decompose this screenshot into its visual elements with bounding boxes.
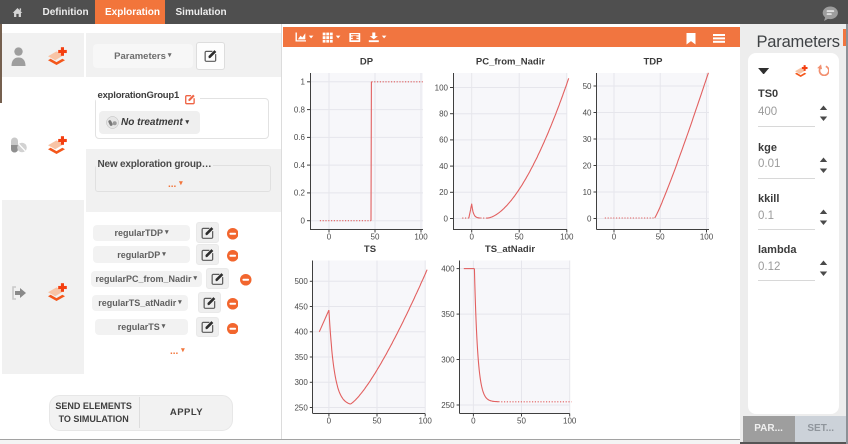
svg-text:0: 0 <box>469 233 474 242</box>
svg-text:300: 300 <box>441 355 455 364</box>
svg-text:300: 300 <box>294 378 308 387</box>
svg-text:0: 0 <box>444 214 449 223</box>
svg-text:0.6: 0.6 <box>294 133 306 142</box>
svg-text:30: 30 <box>583 135 592 144</box>
svg-text:0: 0 <box>301 217 306 226</box>
svg-text:500: 500 <box>294 277 308 286</box>
svg-text:0: 0 <box>327 417 332 426</box>
svg-text:100: 100 <box>414 233 428 242</box>
svg-text:100: 100 <box>563 417 577 426</box>
svg-text:0.8: 0.8 <box>294 105 306 114</box>
svg-text:0: 0 <box>327 233 332 242</box>
svg-text:1: 1 <box>301 78 306 87</box>
svg-text:0.2: 0.2 <box>294 189 306 198</box>
svg-text:350: 350 <box>441 310 455 319</box>
svg-text:50: 50 <box>373 417 382 426</box>
svg-text:40: 40 <box>583 108 592 117</box>
svg-text:20: 20 <box>583 161 592 170</box>
svg-text:100: 100 <box>560 233 574 242</box>
svg-text:0: 0 <box>471 417 476 426</box>
svg-text:50: 50 <box>583 82 592 91</box>
svg-text:250: 250 <box>294 403 308 412</box>
svg-text:50: 50 <box>517 417 526 426</box>
svg-text:PC_from_Nadir: PC_from_Nadir <box>476 57 545 68</box>
svg-text:40: 40 <box>439 162 448 171</box>
svg-text:400: 400 <box>294 328 308 337</box>
svg-text:50: 50 <box>515 233 524 242</box>
svg-text:250: 250 <box>441 401 455 410</box>
svg-text:TS_atNadir: TS_atNadir <box>485 244 535 255</box>
svg-text:20: 20 <box>439 188 448 197</box>
svg-text:350: 350 <box>294 353 308 362</box>
svg-text:0: 0 <box>587 214 592 223</box>
svg-text:DP: DP <box>360 57 374 68</box>
svg-text:50: 50 <box>656 233 665 242</box>
svg-text:400: 400 <box>441 264 455 273</box>
svg-text:80: 80 <box>439 110 448 119</box>
svg-text:450: 450 <box>294 302 308 311</box>
svg-text:10: 10 <box>583 188 592 197</box>
svg-text:TS: TS <box>364 244 376 255</box>
svg-text:0: 0 <box>612 233 617 242</box>
svg-text:60: 60 <box>439 136 448 145</box>
svg-text:0.4: 0.4 <box>294 161 306 170</box>
svg-text:100: 100 <box>419 417 433 426</box>
svg-text:100: 100 <box>700 233 714 242</box>
svg-text:50: 50 <box>371 233 380 242</box>
svg-text:100: 100 <box>435 83 449 92</box>
svg-text:TDP: TDP <box>644 57 664 68</box>
